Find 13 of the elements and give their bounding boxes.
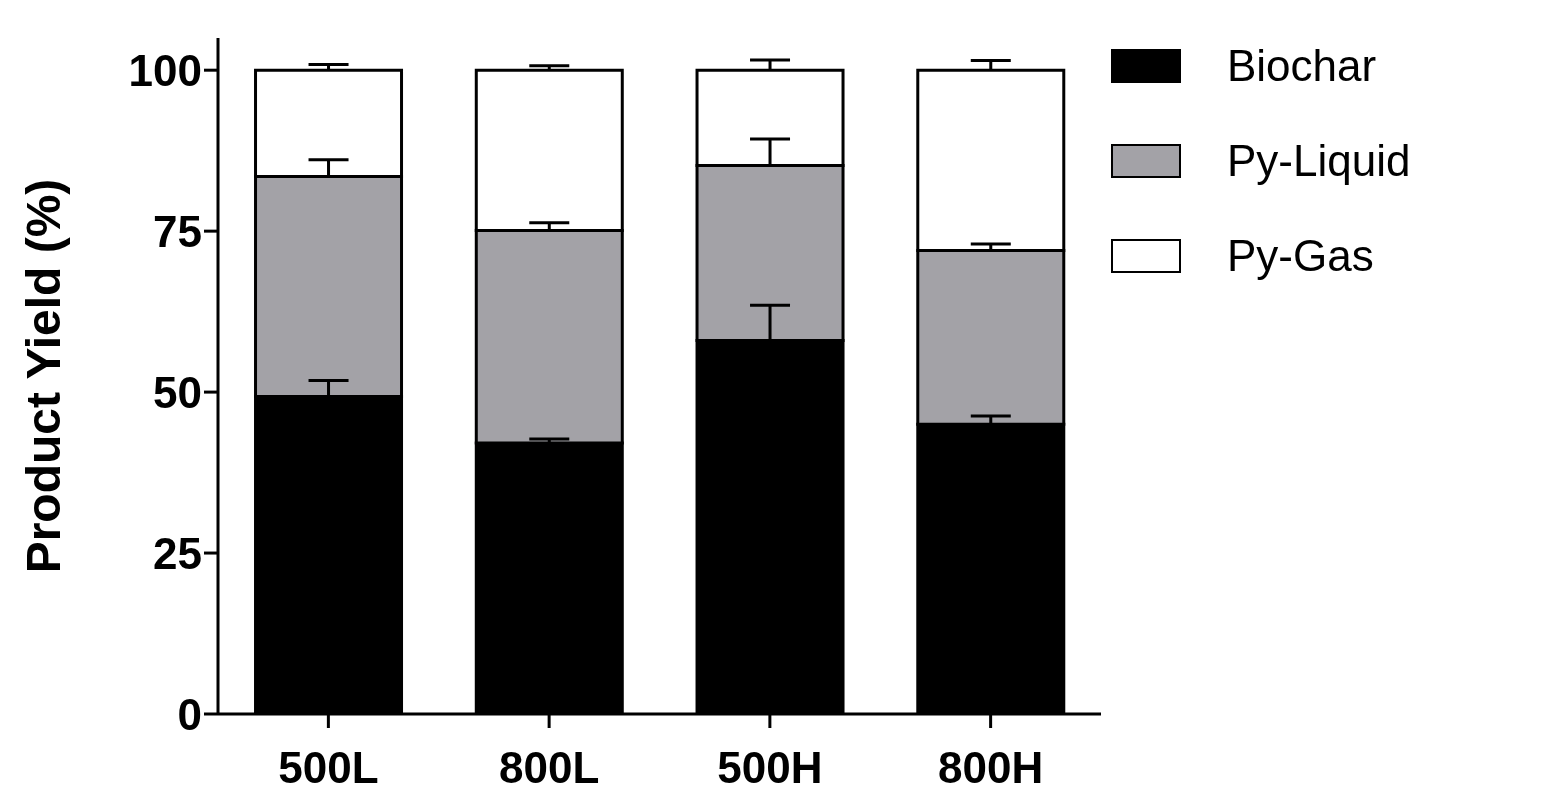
x-tick-label: 800L	[498, 743, 600, 793]
y-tick-label: 50	[153, 367, 202, 417]
x-tick-label: 500H	[717, 743, 823, 793]
y-tick-label: 75	[153, 206, 202, 256]
legend-label: Py-Liquid	[1227, 135, 1411, 186]
y-axis-title: Product Yield (%)	[17, 178, 71, 574]
y-tick-label: 25	[153, 528, 202, 578]
x-tick-label: 800H	[938, 743, 1044, 793]
legend-label: Biochar	[1227, 40, 1377, 91]
legend-label: Py-Gas	[1227, 230, 1374, 281]
x-tick-label: 500L	[278, 743, 379, 793]
y-tick-label: 100	[128, 45, 202, 95]
y-tick-label: 0	[177, 689, 202, 739]
